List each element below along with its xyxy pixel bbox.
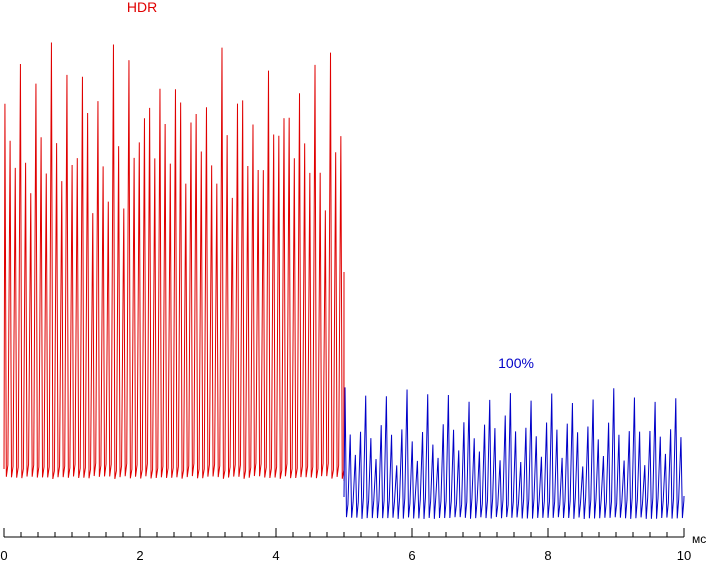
x-tick-label: 4 (272, 548, 279, 563)
series-layer (3, 42, 685, 519)
series-labels: HDR 100% (127, 0, 534, 371)
x-unit-label: мс (692, 532, 706, 546)
x-tick-label: 0 (0, 548, 7, 563)
series-label-100-percent: 100% (498, 355, 534, 371)
x-tick-label: 6 (408, 548, 415, 563)
series-label-hdr: HDR (127, 0, 157, 15)
x-tick-label: 8 (544, 548, 551, 563)
hdr-series-line (3, 42, 345, 481)
x-tick-label: 2 (136, 548, 143, 563)
x-tick-label: 10 (677, 548, 691, 563)
series-100-percent-line (343, 387, 685, 519)
